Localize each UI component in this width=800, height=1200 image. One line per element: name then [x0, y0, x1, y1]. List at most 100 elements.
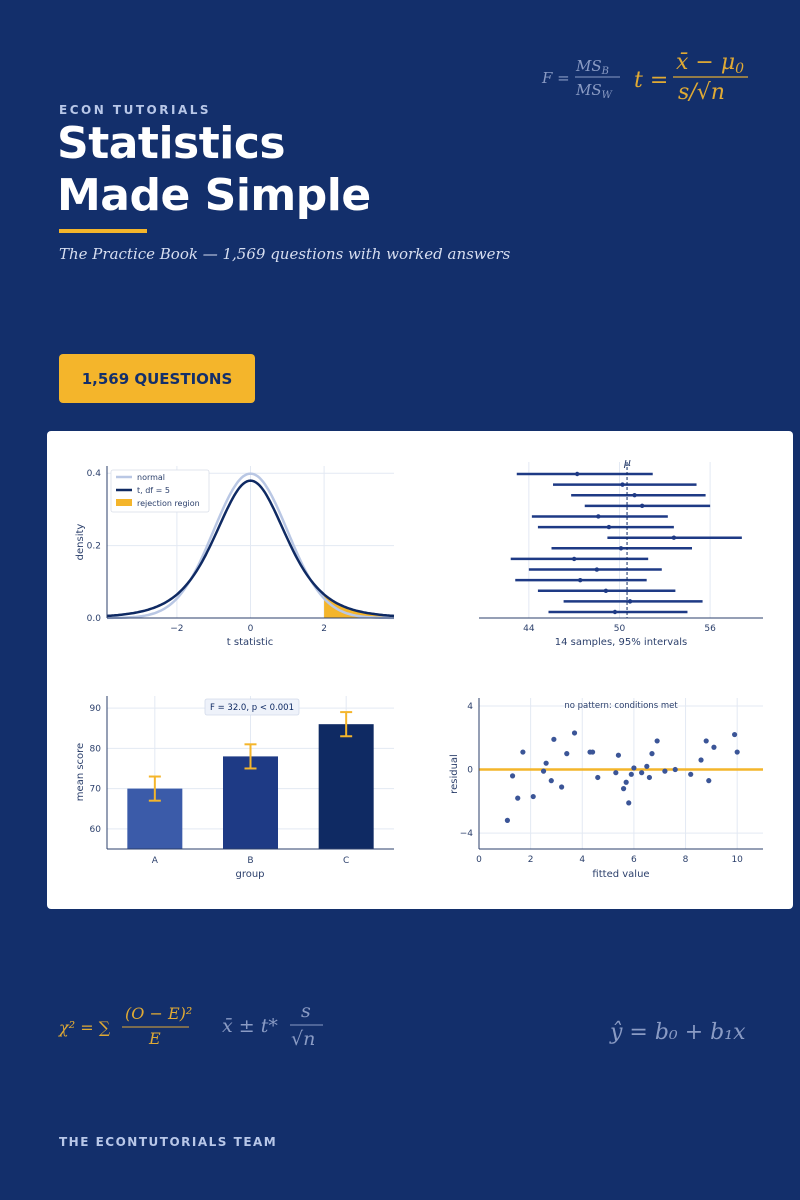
ci-numerator: s: [301, 1000, 311, 1022]
t-denominator: s/√n: [678, 80, 725, 105]
interval-point: [627, 599, 633, 604]
residual-point: [646, 774, 652, 781]
residual-point: [543, 760, 549, 766]
interval-point: [632, 493, 637, 498]
series-eyebrow: ECON TUTORIALS: [59, 103, 212, 117]
ci-intervals: [510, 471, 742, 615]
bar-chart-ticks: 60 70 80 90 A B C: [90, 704, 350, 866]
interval-point: [671, 535, 677, 540]
title-line-1: Statistics: [57, 118, 286, 169]
legend-box: [110, 469, 210, 513]
y-tick-label: 70: [90, 785, 102, 795]
bar-chart-bars: [127, 711, 374, 849]
residual-grid: [478, 698, 763, 849]
residual-point: [703, 738, 709, 744]
residual-point: [662, 768, 668, 774]
x-tick-label: 4: [579, 855, 585, 865]
ci-denominator: √n: [291, 1028, 315, 1050]
bar-x-label: group: [235, 869, 264, 880]
interval-point: [606, 524, 612, 530]
interval-point: [574, 471, 580, 477]
t-curve: [106, 479, 395, 618]
bar: [223, 756, 278, 849]
charts-panel: −2 0 2 0.0 0.2 0.4 t statistic density normal…: [47, 431, 793, 909]
x-tick-label: 0: [476, 855, 482, 865]
residual-x-label: fitted value: [592, 869, 649, 880]
interval-point: [639, 503, 645, 509]
residual-point: [631, 765, 637, 771]
anova-numerator: MSB: [575, 57, 609, 77]
residual-point: [628, 771, 634, 777]
interval-point: [620, 482, 625, 487]
residual-point: [548, 778, 554, 784]
residual-point: [639, 770, 645, 776]
anova-annotation-box: [204, 698, 300, 716]
y-tick-label: 80: [90, 744, 102, 754]
chi-square-formula: χ² = ∑ (O − E)² E: [58, 1004, 192, 1048]
x-tick-label: 8: [683, 855, 689, 865]
y-tick-label: −4: [460, 829, 474, 839]
interval-point: [618, 546, 624, 551]
residual-point: [706, 778, 712, 784]
residual-point: [520, 749, 526, 755]
book-subtitle: The Practice Book — 1,569 questions with…: [59, 245, 511, 263]
interval-point: [571, 556, 577, 562]
t-distribution-chart: −2 0 2 0.0 0.2 0.4 t statistic density normal…: [75, 466, 395, 648]
x-tick-label: −2: [170, 624, 183, 634]
y-tick-label: 0.0: [87, 614, 102, 624]
ci-lhs: x̄ ± t*: [222, 1015, 278, 1037]
legend-normal-label: normal: [137, 473, 165, 482]
category-label: A: [152, 856, 159, 866]
residual-point: [644, 763, 650, 769]
x-tick-label: 10: [731, 855, 743, 865]
interval-point: [578, 577, 583, 583]
formula-regression: ŷ = b₀ + b₁x: [609, 1020, 746, 1045]
x-tick-label: 2: [528, 855, 534, 865]
category-label: C: [343, 856, 349, 866]
residual-point: [672, 766, 678, 773]
residual-annotation: no pattern: conditions met: [564, 701, 678, 711]
bar: [318, 724, 374, 849]
residual-point: [654, 738, 660, 744]
residual-point: [620, 786, 627, 792]
x-tick-label: 2: [321, 624, 327, 634]
question-count-badge: 1,569 QUESTIONS: [59, 354, 255, 403]
t-lhs: t =: [634, 68, 668, 93]
chi-lhs: χ² = ∑: [58, 1018, 111, 1037]
normal-curve: [107, 472, 394, 620]
residual-point: [615, 752, 622, 758]
chi-denominator: E: [148, 1029, 161, 1048]
residual-point: [623, 779, 629, 785]
residual-point: [509, 773, 516, 779]
residual-point: [564, 751, 570, 757]
y-tick-label: 90: [90, 704, 102, 714]
t-numerator: x̄ − μ0: [676, 50, 744, 77]
title-line-2: Made Simple: [57, 170, 371, 221]
residual-point: [571, 730, 578, 736]
ci-chart-ticks: 44 50 56: [523, 624, 716, 634]
residual-point: [551, 736, 557, 742]
residual-point: [540, 768, 547, 774]
residual-point: [590, 749, 596, 755]
y-tick-label: 0.2: [87, 542, 101, 552]
x-tick-label: 56: [704, 624, 716, 634]
residual-point: [504, 817, 510, 823]
residual-plot: 0 2 4 6 8 10 4 0 −4 no pattern: conditions met f…: [449, 698, 763, 880]
residual-points: [504, 730, 740, 823]
anova-annotation: F = 32.0, p < 0.001: [210, 703, 294, 713]
book-title: Statistics Made Simple: [57, 118, 371, 222]
anova-formula: F = MSB MSW: [541, 57, 620, 101]
residual-point: [698, 757, 704, 763]
t-formula: t = x̄ − μ0 s/√n: [634, 50, 748, 105]
y-tick-label: 0.4: [87, 469, 102, 479]
residual-point: [626, 800, 632, 806]
anova-denominator: MSW: [575, 81, 613, 101]
regression-equation: ŷ = b₀ + b₁x: [609, 1020, 746, 1045]
confidence-interval-chart: μ 44 50 56 14 samples, 95% intervals: [479, 456, 763, 648]
x-tick-label: 0: [248, 624, 254, 634]
interval-point: [594, 567, 600, 572]
residual-y-label: residual: [449, 754, 460, 794]
residual-point: [711, 744, 717, 750]
chi-numerator: (O − E)²: [125, 1004, 192, 1023]
residual-point: [732, 731, 738, 738]
